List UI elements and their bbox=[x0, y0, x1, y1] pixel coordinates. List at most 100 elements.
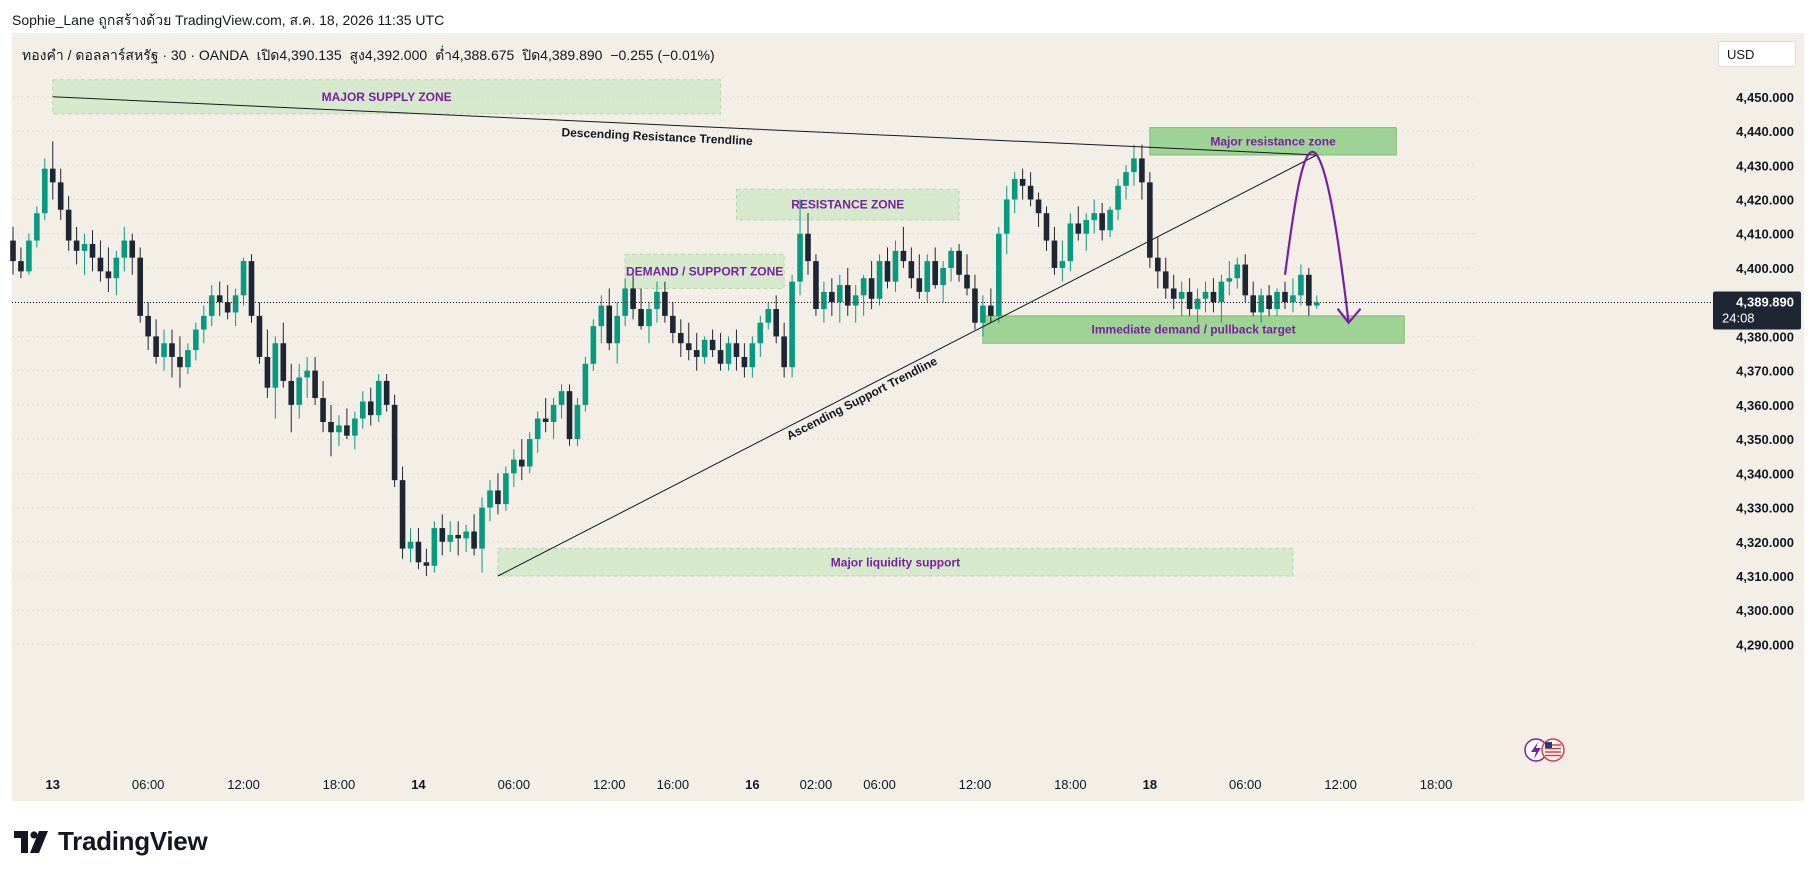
candle-down[interactable] bbox=[638, 309, 644, 327]
candle-up[interactable] bbox=[622, 288, 628, 316]
candle-down[interactable] bbox=[399, 480, 406, 549]
candle-up[interactable] bbox=[1059, 261, 1066, 268]
candle-down[interactable] bbox=[328, 421, 334, 433]
candle-down[interactable] bbox=[1075, 223, 1082, 234]
candle-up[interactable] bbox=[526, 439, 533, 467]
candle-down[interactable] bbox=[89, 243, 96, 258]
candle-up[interactable] bbox=[487, 490, 493, 508]
candle-up[interactable] bbox=[352, 418, 358, 436]
candle-down[interactable] bbox=[216, 295, 223, 303]
candle-down[interactable] bbox=[693, 350, 700, 357]
candle-down[interactable] bbox=[884, 261, 891, 282]
candle-up[interactable] bbox=[654, 291, 660, 310]
candle-down[interactable] bbox=[670, 315, 676, 333]
candle-up[interactable] bbox=[34, 213, 40, 241]
candle-up[interactable] bbox=[1091, 213, 1097, 221]
candle-down[interactable] bbox=[415, 541, 422, 563]
candle-down[interactable] bbox=[495, 490, 501, 505]
candle-down[interactable] bbox=[542, 418, 549, 422]
candle-up[interactable] bbox=[431, 528, 438, 566]
candle-down[interactable] bbox=[1099, 213, 1105, 231]
candle-down[interactable] bbox=[1242, 264, 1249, 296]
candle-up[interactable] bbox=[26, 240, 32, 272]
candle-up[interactable] bbox=[725, 343, 732, 364]
candle-down[interactable] bbox=[57, 182, 64, 210]
candle-down[interactable] bbox=[1035, 199, 1042, 214]
candle-up[interactable] bbox=[1178, 291, 1185, 299]
candle-down[interactable] bbox=[741, 356, 748, 368]
candle-down[interactable] bbox=[844, 285, 851, 306]
candle-down[interactable] bbox=[1250, 295, 1256, 313]
candle-down[interactable] bbox=[988, 305, 994, 316]
candle-down[interactable] bbox=[916, 278, 923, 292]
candle-up[interactable] bbox=[503, 473, 509, 505]
candle-down[interactable] bbox=[129, 240, 136, 258]
candle-up[interactable] bbox=[789, 281, 795, 368]
candle-up[interactable] bbox=[208, 295, 215, 316]
candle-up[interactable] bbox=[1234, 264, 1241, 279]
candle-down[interactable] bbox=[280, 343, 287, 381]
candle-down[interactable] bbox=[1051, 240, 1058, 268]
candle-up[interactable] bbox=[1011, 178, 1018, 200]
candle-down[interactable] bbox=[137, 257, 143, 316]
candle-up[interactable] bbox=[701, 339, 708, 357]
candle-down[interactable] bbox=[868, 278, 875, 299]
candle-up[interactable] bbox=[1274, 291, 1280, 310]
candle-up[interactable] bbox=[1290, 295, 1296, 303]
candle-down[interactable] bbox=[685, 343, 692, 351]
candle-down[interactable] bbox=[65, 209, 72, 241]
candle-down[interactable] bbox=[49, 168, 56, 183]
candle-down[interactable] bbox=[1139, 158, 1145, 183]
candle-down[interactable] bbox=[972, 288, 978, 323]
zone-rect[interactable] bbox=[1149, 127, 1397, 156]
candle-up[interactable] bbox=[81, 243, 88, 251]
candle-up[interactable] bbox=[757, 322, 764, 344]
candle-up[interactable] bbox=[479, 507, 485, 549]
candle-up[interactable] bbox=[272, 343, 279, 388]
candle-up[interactable] bbox=[407, 541, 414, 549]
candle-up[interactable] bbox=[193, 329, 199, 351]
candle-down[interactable] bbox=[1147, 182, 1153, 258]
candle-up[interactable] bbox=[582, 363, 589, 405]
candle-up[interactable] bbox=[1123, 172, 1129, 186]
candle-up[interactable] bbox=[558, 391, 565, 405]
candle-up[interactable] bbox=[1107, 209, 1113, 231]
candle-down[interactable] bbox=[1027, 185, 1034, 200]
candle-up[interactable] bbox=[534, 418, 541, 440]
candle-down[interactable] bbox=[519, 459, 525, 467]
candle-down[interactable] bbox=[813, 261, 819, 310]
candle-down[interactable] bbox=[256, 315, 263, 357]
candle-up[interactable] bbox=[511, 459, 517, 474]
candle-up[interactable] bbox=[1298, 274, 1304, 296]
candle-up[interactable] bbox=[1258, 295, 1264, 313]
candle-down[interactable] bbox=[829, 291, 835, 303]
candle-down[interactable] bbox=[312, 370, 318, 399]
candle-up[interactable] bbox=[550, 404, 557, 422]
candle-up[interactable] bbox=[1226, 278, 1233, 282]
zone-rect[interactable] bbox=[735, 188, 960, 221]
candle-up[interactable] bbox=[113, 257, 120, 279]
candle-up[interactable] bbox=[1115, 185, 1121, 210]
candle-down[interactable] bbox=[439, 528, 446, 542]
currency-selector[interactable]: USD bbox=[1718, 41, 1796, 67]
candle-up[interactable] bbox=[765, 309, 772, 323]
candle-down[interactable] bbox=[781, 336, 787, 368]
candle-up[interactable] bbox=[375, 380, 382, 416]
candle-up[interactable] bbox=[463, 531, 469, 539]
candle-down[interactable] bbox=[1043, 213, 1050, 241]
candle-down[interactable] bbox=[932, 261, 938, 286]
candle-up[interactable] bbox=[892, 250, 899, 282]
candle-up[interactable] bbox=[940, 267, 946, 286]
candle-down[interactable] bbox=[383, 380, 390, 405]
candle-up[interactable] bbox=[614, 315, 620, 344]
candle-down[interactable] bbox=[1306, 274, 1312, 306]
candle-down[interactable] bbox=[18, 261, 24, 272]
candle-down[interactable] bbox=[566, 391, 573, 440]
candle-up[interactable] bbox=[447, 534, 454, 542]
candle-up[interactable] bbox=[232, 295, 239, 313]
candle-up[interactable] bbox=[1194, 298, 1201, 310]
candle-down[interactable] bbox=[717, 350, 724, 364]
candle-down[interactable] bbox=[264, 356, 271, 388]
candle-up[interactable] bbox=[749, 343, 756, 368]
